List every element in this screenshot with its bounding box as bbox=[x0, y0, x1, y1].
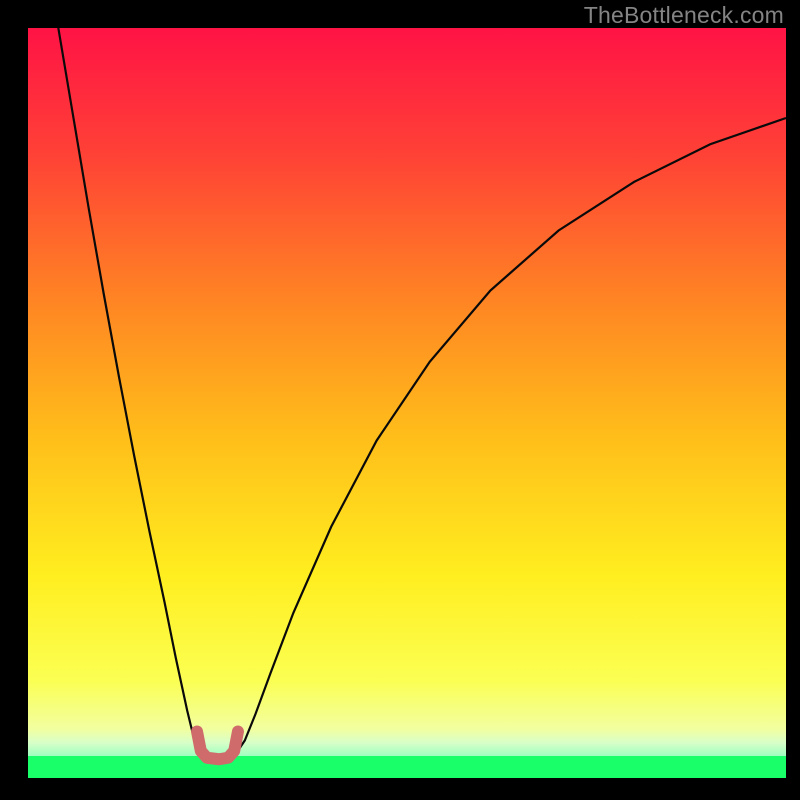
border-bottom bbox=[0, 778, 800, 800]
plot-area bbox=[28, 28, 786, 778]
canvas: TheBottleneck.com bbox=[0, 0, 800, 800]
border-right bbox=[786, 0, 800, 800]
chart-svg bbox=[28, 28, 786, 778]
bottleneck-curve bbox=[58, 28, 786, 761]
watermark-text: TheBottleneck.com bbox=[584, 2, 784, 29]
border-left bbox=[0, 0, 28, 800]
valley-marker bbox=[197, 732, 238, 760]
